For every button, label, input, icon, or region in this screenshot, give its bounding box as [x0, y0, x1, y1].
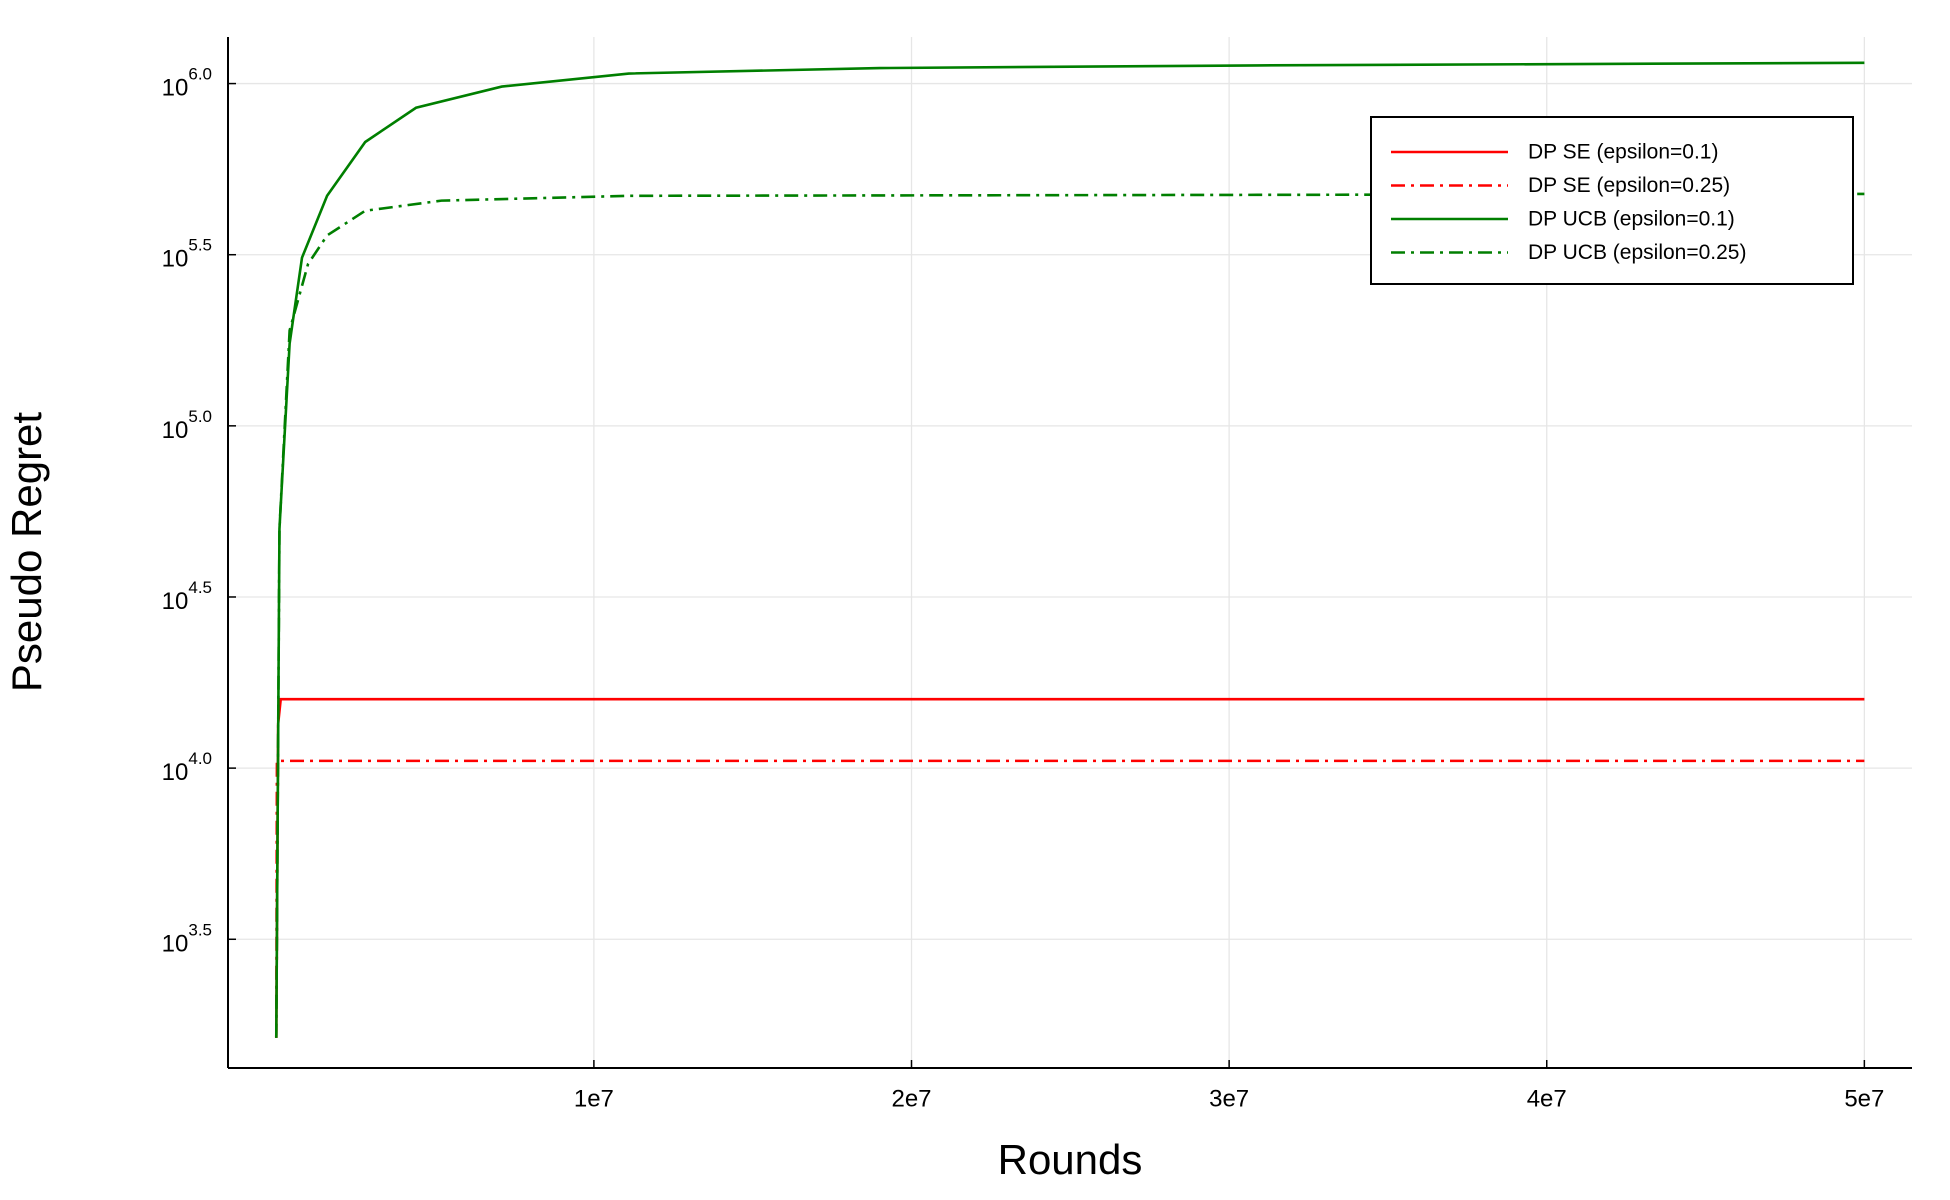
legend: DP SE (epsilon=0.1) DP SE (epsilon=0.25) D… [1370, 116, 1854, 285]
y-tick-label: 104.0 [162, 750, 212, 787]
x-tick-label: 2e7 [891, 1085, 931, 1112]
y-tick-exponent: 3.5 [188, 921, 212, 940]
y-tick-exponent: 5.0 [188, 407, 212, 426]
y-tick-label: 106.0 [162, 65, 212, 102]
y-tick-exponent: 6.0 [188, 65, 212, 84]
y-tick-base: 10 [162, 588, 189, 615]
series-line [274, 192, 1865, 1038]
y-tick-base: 10 [162, 246, 189, 273]
x-tick-label: 5e7 [1844, 1085, 1884, 1112]
y-axis-label: Pseudo Regret [3, 412, 50, 693]
legend-label: DP UCB (epsilon=0.25) [1528, 241, 1746, 264]
series-line [274, 61, 1865, 1038]
y-tick-base: 10 [162, 931, 189, 958]
legend-label: DP SE (epsilon=0.1) [1528, 141, 1718, 164]
legend-label: DP UCB (epsilon=0.1) [1528, 208, 1735, 231]
x-tick-label: 3e7 [1209, 1085, 1249, 1112]
y-tick-exponent: 5.5 [188, 236, 212, 255]
y-tick-base: 10 [162, 75, 189, 102]
series-line [274, 759, 1865, 1038]
y-tick-label: 103.5 [162, 921, 212, 958]
series-line [274, 697, 1865, 1038]
legend-box [1370, 116, 1854, 285]
y-tick-exponent: 4.0 [188, 750, 212, 769]
y-tick-label: 105.0 [162, 407, 212, 444]
legend-label: DP SE (epsilon=0.25) [1528, 174, 1730, 197]
x-tick-label: 4e7 [1527, 1085, 1567, 1112]
x-axis-label: Rounds [998, 1136, 1143, 1183]
y-tick-base: 10 [162, 759, 189, 786]
y-tick-label: 105.5 [162, 236, 212, 273]
x-tick-label: 1e7 [574, 1085, 614, 1112]
y-tick-exponent: 4.5 [188, 578, 212, 597]
y-tick-label: 104.5 [162, 578, 212, 615]
y-tick-base: 10 [162, 417, 189, 444]
